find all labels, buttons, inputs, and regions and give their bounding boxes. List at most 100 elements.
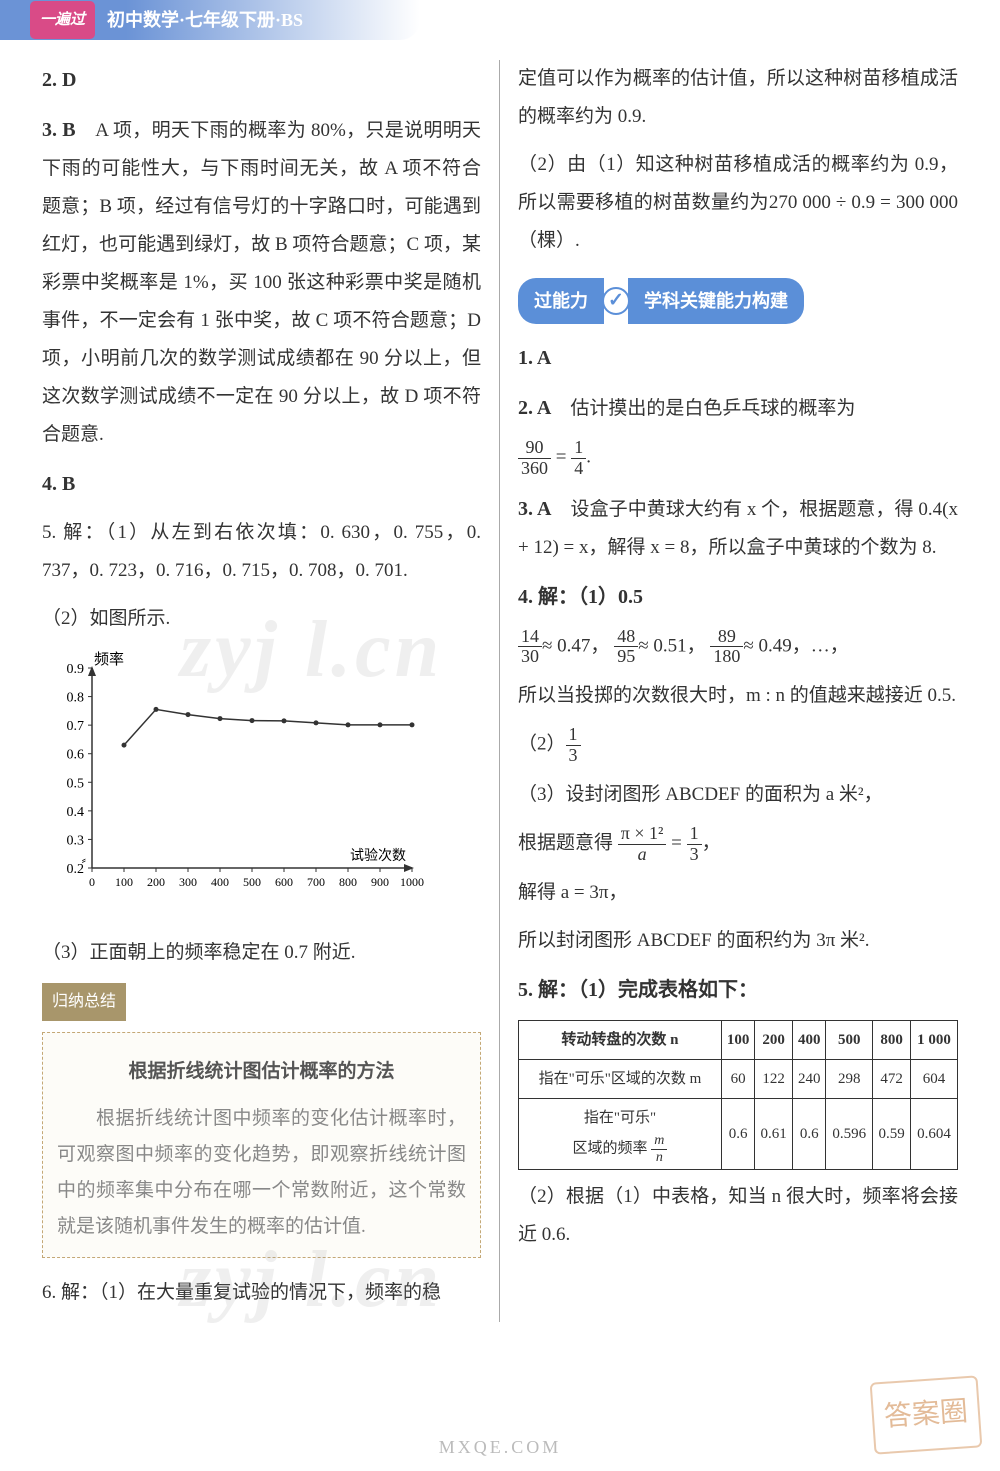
val: ≈ 0.51， <box>638 635 705 656</box>
frac-den: 180 <box>710 647 743 667</box>
frequency-table: 转动转盘的次数 n 100 200 400 500 800 1 000 指在"可… <box>518 1020 958 1170</box>
period: . <box>586 447 591 468</box>
r-q4-1: 4. 解：（1）0.5 <box>518 577 958 617</box>
r-q3-label: 3. A <box>518 498 551 520</box>
q4-answer: 4. B <box>42 464 481 504</box>
q3-label: 3. B <box>42 119 76 141</box>
ability-section-pill: 过能力 ✓ 学科关键能力构建 <box>518 278 958 324</box>
frac-den: 3 <box>566 746 581 766</box>
svg-text:0.6: 0.6 <box>67 748 85 763</box>
header-badge: 一遍过 <box>30 1 95 39</box>
chart-svg: ⸗0.20.30.40.50.60.70.80.9010020030040050… <box>42 648 462 908</box>
r-q4-3d: 所以封闭图形 ABCDEF 的面积约为 3π 米². <box>518 922 958 960</box>
svg-text:0.3: 0.3 <box>67 833 85 848</box>
summary-body: 根据折线统计图中频率的变化估计概率时，可观察图中频率的变化趋势，即观察折线统计图… <box>57 1101 466 1245</box>
eq: = <box>556 447 571 468</box>
r-q4-2: （2）13 <box>518 725 958 766</box>
val: ≈ 0.47， <box>542 635 609 656</box>
table-header-row: 转动转盘的次数 n 100 200 400 500 800 1 000 <box>519 1021 958 1060</box>
r-q5-1: 5. 解：（1）完成表格如下： <box>518 970 958 1010</box>
frac-num: 48 <box>614 627 638 648</box>
r-q4-1-label: 4. 解：（1）0.5 <box>518 586 643 608</box>
frac-den: 30 <box>518 647 542 667</box>
r-q5-2: （2）根据（1）中表格，知当 n 很大时，频率将会接近 0.6. <box>518 1178 958 1254</box>
r-cont2: （2）由（1）知这种树苗移植成活的概率约为 0.9，所以需要移植的树苗数量约为2… <box>518 146 958 260</box>
td: 0.6 <box>793 1099 826 1170</box>
th-6: 1 000 <box>911 1021 958 1060</box>
td: 298 <box>826 1060 873 1099</box>
page-header: 一遍过 初中数学·七年级下册·BS <box>0 0 420 40</box>
r-q4-tail: 所以当投掷的次数很大时，m : n 的值越来越接近 0.5. <box>518 677 958 715</box>
summary-tab: 归纳总结 <box>42 983 126 1021</box>
svg-text:700: 700 <box>307 875 325 889</box>
q3-block: 3. B A 项，明天下雨的概率为 80%，只是说明明天下雨的可能性大，与下雨时… <box>42 110 481 454</box>
frac-num: 89 <box>710 627 743 648</box>
r-cont1: 定值可以作为概率的估计值，所以这种树苗移植成活的概率约为 0.9. <box>518 60 958 136</box>
q3-body: A 项，明天下雨的概率为 80%，只是说明明天下雨的可能性大，与下雨时间无关，故… <box>42 120 481 445</box>
th-5: 800 <box>873 1021 911 1060</box>
td: 0.6 <box>721 1099 754 1170</box>
r-q1: 1. A <box>518 338 958 378</box>
r-q2-frac: 90360 = 14. <box>518 438 958 479</box>
svg-text:0.2: 0.2 <box>67 862 85 877</box>
right-column: 定值可以作为概率的估计值，所以这种树苗移植成活的概率约为 0.9. （2）由（1… <box>500 60 970 1322</box>
q5-1: 5. 解：（1）从左到右依次填：0. 630，0. 755，0. 737，0. … <box>42 514 481 590</box>
frac-num: π × 1² <box>618 824 667 845</box>
r-q4-3b: 根据题意得 π × 1²a = 13， <box>518 824 958 865</box>
svg-text:400: 400 <box>211 875 229 889</box>
frac-den: a <box>618 845 667 865</box>
th-0: 转动转盘的次数 n <box>519 1021 722 1060</box>
header-title: 初中数学·七年级下册·BS <box>107 2 303 38</box>
frac-num: 90 <box>518 438 551 459</box>
svg-text:频率: 频率 <box>94 651 124 668</box>
q5-2: （2）如图所示. <box>42 600 481 638</box>
summary-wrapper: 归纳总结 根据折线统计图估计概率的方法 根据折线统计图中频率的变化估计概率时，可… <box>42 982 481 1258</box>
q6: 6. 解：（1）在大量重复试验的情况下，频率的稳 <box>42 1274 481 1312</box>
r-q4-3a: （3）设封闭图形 ABCDEF 的面积为 a 米²， <box>518 776 958 814</box>
frequency-chart: ⸗0.20.30.40.50.60.70.80.9010020030040050… <box>42 648 481 922</box>
svg-text:600: 600 <box>275 875 293 889</box>
q5-3: （3）正面朝上的频率稳定在 0.7 附近. <box>42 934 481 972</box>
frac-num: 14 <box>518 627 542 648</box>
table-row-m: 指在"可乐"区域的次数 m 60 122 240 298 472 604 <box>519 1060 958 1099</box>
td-label: 指在"可乐"区域的次数 m <box>519 1060 722 1099</box>
svg-text:0: 0 <box>89 875 95 889</box>
frac-num: m <box>651 1133 667 1149</box>
svg-text:0.9: 0.9 <box>67 662 85 677</box>
frac-num: 1 <box>571 438 586 459</box>
q2-answer: 2. D <box>42 60 481 100</box>
lbl-a: 指在"可乐" <box>584 1110 656 1126</box>
summary-box: 根据折线统计图估计概率的方法 根据折线统计图中频率的变化估计概率时，可观察图中频… <box>42 1032 481 1258</box>
pill-left: 过能力 <box>518 278 604 324</box>
val: ≈ 0.49，…， <box>743 635 848 656</box>
td: 122 <box>755 1060 793 1099</box>
td: 0.61 <box>755 1099 793 1170</box>
r-q3: 3. A 设盒子中黄球大约有 x 个，根据题意，得 0.4(x + 12) = … <box>518 489 958 567</box>
td: 0.59 <box>873 1099 911 1170</box>
r-q4-fracs: 1430≈ 0.47， 4895≈ 0.51， 89180≈ 0.49，…， <box>518 627 958 668</box>
frac-den: 360 <box>518 459 551 479</box>
td: 472 <box>873 1060 911 1099</box>
frac-den: 95 <box>614 647 638 667</box>
frac-den: n <box>651 1150 667 1165</box>
td: 0.596 <box>826 1099 873 1170</box>
th-4: 500 <box>826 1021 873 1060</box>
td: 0.604 <box>911 1099 958 1170</box>
pre: 根据题意得 <box>518 832 618 853</box>
summary-heading: 根据折线统计图估计概率的方法 <box>57 1053 466 1091</box>
td-label: 指在"可乐" 区域的频率 mn <box>519 1099 722 1170</box>
corner-stamp: 答案圈 <box>870 1375 983 1454</box>
svg-text:0.5: 0.5 <box>67 776 85 791</box>
table-row-freq: 指在"可乐" 区域的频率 mn 0.6 0.61 0.6 0.596 0.59 … <box>519 1099 958 1170</box>
footer-url: MXQE.COM <box>439 1429 562 1465</box>
pre: （2） <box>518 734 566 755</box>
r-q4-3c: 解得 a = 3π， <box>518 874 958 912</box>
svg-text:300: 300 <box>179 875 197 889</box>
svg-text:800: 800 <box>339 875 357 889</box>
lbl-b: 区域的频率 <box>573 1141 652 1157</box>
th-2: 200 <box>755 1021 793 1060</box>
r-q3-body: 设盒子中黄球大约有 x 个，根据题意，得 0.4(x + 12) = x，解得 … <box>518 499 958 558</box>
th-1: 100 <box>721 1021 754 1060</box>
frac-num: 1 <box>566 725 581 746</box>
th-3: 400 <box>793 1021 826 1060</box>
